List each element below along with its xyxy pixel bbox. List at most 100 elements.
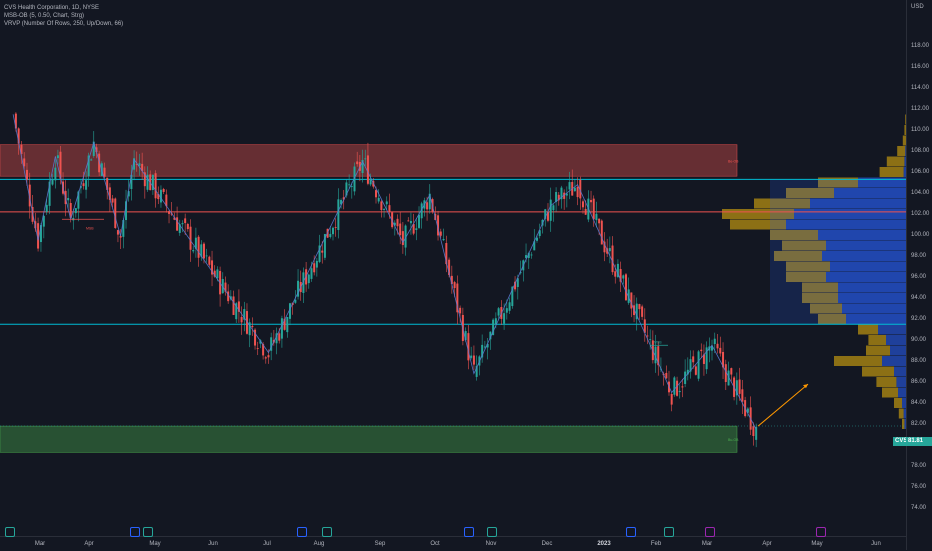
vp-bar-up (878, 324, 906, 335)
event-marker-icon[interactable] (464, 527, 474, 537)
vp-bar-up (858, 177, 906, 188)
candle-body (619, 269, 622, 282)
candle-body (380, 201, 383, 211)
candle-body (135, 163, 138, 165)
candle-body (530, 254, 533, 256)
candle-body (705, 347, 708, 370)
candle-body (278, 333, 281, 341)
event-marker-icon[interactable] (626, 527, 636, 537)
value-area (770, 179, 906, 325)
vp-bar-up (898, 387, 906, 398)
legend-indicator-vrvp[interactable]: VRVP (Number Of Rows, 250, Up/Down, 66) (4, 21, 124, 27)
candle-body (538, 230, 541, 237)
candle-body (483, 346, 486, 348)
candle-body (565, 193, 568, 196)
candle-body (700, 349, 703, 352)
candle-body (549, 199, 552, 221)
candle-body (31, 206, 34, 222)
candle-body (375, 190, 377, 198)
candle-body (755, 426, 758, 440)
candle-body (197, 236, 200, 258)
candle-body (470, 355, 473, 358)
event-marker-icon[interactable] (816, 527, 826, 537)
vp-bar-up (904, 156, 906, 167)
event-marker-icon[interactable] (664, 527, 674, 537)
event-marker-icon[interactable] (130, 527, 140, 537)
candle-body (25, 169, 28, 180)
candle-body (508, 302, 511, 311)
candle-body (654, 346, 657, 364)
candle-body (111, 198, 114, 203)
candle-body (280, 318, 283, 339)
price-chart[interactable]: Be-OB Bu-OB MSB MSB (0, 0, 906, 536)
candle-body (624, 274, 627, 301)
candle-body (92, 141, 95, 156)
projection-arrowhead (803, 384, 808, 389)
candle-body (412, 223, 415, 234)
vp-bar-down (722, 209, 794, 219)
candle-body (681, 386, 684, 388)
candle-body (486, 343, 489, 348)
candle-body (133, 158, 136, 170)
candle-body (702, 354, 705, 364)
candle-body (302, 272, 305, 293)
candle-body (103, 167, 106, 177)
vp-bar-down (786, 272, 826, 282)
candle-body (388, 205, 391, 213)
candle-body (409, 220, 412, 224)
price-axis[interactable]: USD 118.00 116.00 114.00 112.00 110.00 108.00… (906, 0, 932, 550)
vp-bar-down (730, 219, 786, 230)
event-marker-icon[interactable] (297, 527, 307, 537)
candle-body (568, 182, 571, 190)
price-axis-label: 108.00 (911, 148, 930, 154)
event-marker-icon[interactable] (705, 527, 715, 537)
candle-body (475, 365, 478, 377)
time-axis-label: May (811, 541, 823, 547)
event-marker-icon[interactable] (5, 527, 15, 537)
legend-indicator-msb[interactable]: MSB-OB (5, 0.50, Chart, Strg) (4, 13, 85, 19)
time-axis[interactable]: Mar Apr May Jun Jul Aug Sep Oct Nov Dec 2023 Feb Mar… (0, 536, 906, 551)
candle-body (211, 260, 214, 275)
candle-body (125, 201, 128, 221)
candle-body (369, 178, 372, 185)
candle-body (42, 215, 45, 227)
candle-body (598, 218, 601, 224)
vp-bar-up (826, 272, 906, 282)
vp-bar-up (838, 293, 906, 303)
legend-symbol[interactable]: CVS Health Corporation, 1D, NYSE (4, 5, 100, 11)
vp-bar-down (876, 377, 897, 387)
candle-body (85, 180, 88, 190)
candle-body (262, 344, 265, 356)
candle-body (259, 340, 262, 344)
event-marker-icon[interactable] (487, 527, 497, 537)
candle-body (350, 186, 353, 188)
vp-bar-up (810, 198, 906, 209)
event-marker-icon[interactable] (143, 527, 153, 537)
candle-body (270, 337, 273, 351)
candle-body (713, 338, 716, 345)
candle-body (657, 346, 660, 366)
vp-bar-up (896, 377, 906, 387)
bull-ob-label: Bu-OB (728, 438, 739, 442)
vp-bar-down (905, 114, 906, 125)
candle-body (90, 159, 93, 161)
candle-body (256, 348, 259, 349)
candle-body (79, 186, 82, 188)
candle-body (178, 224, 181, 233)
candle-body (401, 231, 404, 245)
candle-body (213, 270, 216, 277)
candle-body (318, 245, 321, 262)
price-axis-label: 116.00 (911, 64, 929, 70)
vp-bar-down (902, 135, 906, 146)
candle-body (141, 163, 144, 171)
candle-body (315, 260, 318, 268)
candle-body (69, 202, 72, 218)
candle-body (622, 275, 625, 279)
event-marker-icon[interactable] (322, 527, 332, 537)
vp-bar-up (903, 167, 906, 177)
candle-body (119, 235, 122, 238)
candle-body (676, 380, 679, 396)
candle-body (727, 370, 730, 386)
candle-body (95, 147, 98, 153)
